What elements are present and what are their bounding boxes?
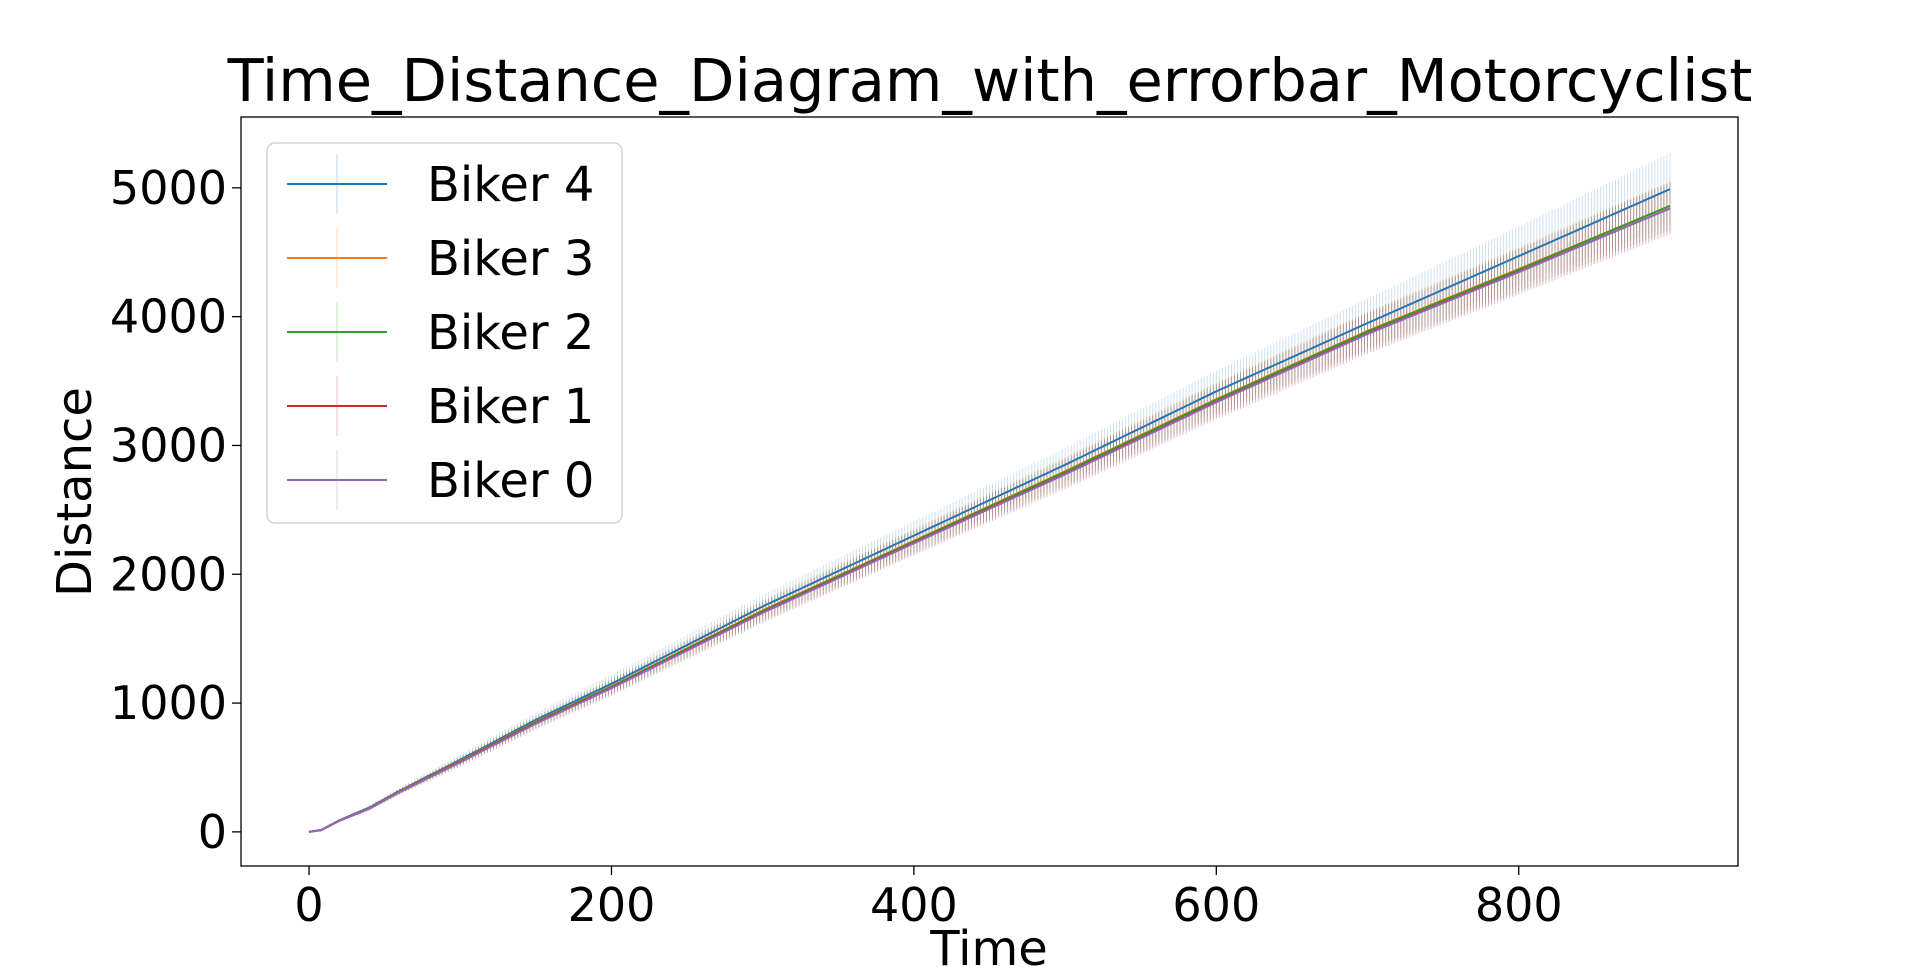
x-tick-label: 0 (294, 878, 323, 932)
series-line-biker-4 (308, 188, 1671, 833)
y-tick-label: 2000 (110, 547, 227, 601)
x-tick-label: 200 (568, 878, 656, 932)
y-tick-label: 5000 (110, 161, 227, 215)
x-tick-label: 400 (870, 878, 958, 932)
legend-label: Biker 4 (427, 157, 594, 213)
legend-label: Biker 2 (427, 305, 594, 361)
y-axis-ticks: 0 1000 2000 3000 4000 5000 (110, 161, 241, 859)
y-tick-label: 4000 (110, 290, 227, 344)
legend-label: Biker 0 (427, 453, 594, 509)
legend-item: Biker 3 (287, 228, 594, 288)
series-line-biker-0 (308, 207, 1671, 833)
legend-item: Biker 0 (287, 450, 594, 510)
legend-frame (266, 142, 623, 524)
legend-item: Biker 1 (287, 376, 594, 436)
legend-items: Biker 4 Biker 3 Biker 2 Biker 1 Biker 0 (287, 154, 594, 510)
chart-title: Time_Distance_Diagram_with_errorbar_Moto… (227, 46, 1753, 115)
x-axis-label: Time (929, 921, 1047, 967)
legend-item: Biker 2 (287, 302, 594, 362)
x-tick-label: 800 (1475, 878, 1563, 932)
y-tick-label: 0 (198, 805, 227, 859)
x-axis-ticks: 0 200 400 600 800 (294, 866, 1563, 932)
x-tick-label: 600 (1172, 878, 1260, 932)
plot-frame (240, 116, 1739, 867)
legend: Biker 4 Biker 3 Biker 2 Biker 1 Biker 0 (266, 142, 623, 524)
y-tick-label: 3000 (110, 418, 227, 472)
y-tick-label: 1000 (110, 676, 227, 730)
y-axis-label: Distance (47, 387, 103, 597)
legend-item: Biker 4 (287, 154, 594, 214)
legend-label: Biker 1 (427, 379, 594, 435)
lines-layer (308, 188, 1671, 833)
legend-label: Biker 3 (427, 231, 594, 287)
